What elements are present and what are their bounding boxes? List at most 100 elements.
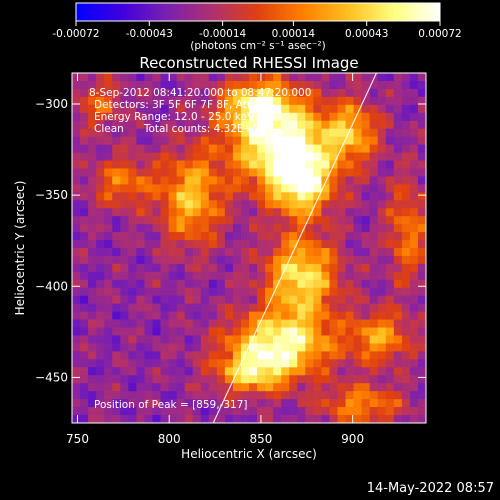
- heatmap-cell: [281, 359, 290, 368]
- heatmap-cell: [257, 112, 266, 122]
- heatmap-cell: [144, 96, 154, 106]
- heatmap-cell: [369, 279, 379, 289]
- heatmap-cell: [128, 295, 137, 305]
- heatmap-cell: [297, 287, 306, 297]
- heatmap-cell: [240, 263, 250, 273]
- heatmap-cell: [128, 88, 137, 98]
- heatmap-cell: [265, 399, 274, 408]
- heatmap-cell: [273, 136, 282, 146]
- heatmap-cell: [88, 295, 97, 305]
- heatmap-cell: [144, 319, 154, 329]
- heatmap-cell: [200, 327, 210, 337]
- heatmap-cell: [337, 311, 347, 321]
- heatmap-cell: [401, 224, 411, 233]
- heatmap-cell: [88, 343, 97, 352]
- heatmap-cell: [257, 240, 266, 249]
- heatmap-cell: [249, 120, 258, 130]
- heatmap-cell: [128, 208, 137, 217]
- heatmap-cell: [88, 279, 97, 289]
- heatmap-cell: [417, 128, 426, 138]
- heatmap-cell: [249, 367, 258, 376]
- heatmap-cell: [313, 232, 323, 241]
- heatmap-cell: [281, 224, 290, 233]
- heatmap-cell: [281, 287, 290, 297]
- heatmap-cell: [361, 224, 371, 233]
- heatmap-cell: [112, 176, 121, 185]
- heatmap-cell: [329, 224, 339, 233]
- heatmap-cell: [281, 375, 290, 384]
- heatmap-cell: [128, 144, 137, 154]
- heatmap-cell: [160, 184, 170, 193]
- heatmap-cell: [321, 279, 331, 289]
- heatmap-cell: [200, 319, 210, 329]
- heatmap-cell: [240, 224, 250, 233]
- heatmap-cell: [297, 96, 306, 106]
- heatmap-cell: [88, 104, 97, 114]
- heatmap-cell: [297, 120, 306, 130]
- heatmap-cell: [409, 80, 419, 90]
- heatmap-cell: [96, 343, 105, 352]
- heatmap-cell: [361, 255, 371, 265]
- heatmap-cell: [353, 271, 363, 281]
- heatmap-cell: [265, 303, 274, 313]
- heatmap-cell: [240, 200, 250, 209]
- heatmap-cell: [305, 255, 314, 265]
- heatmap-cell: [120, 319, 129, 329]
- heatmap-cell: [224, 232, 234, 241]
- heatmap-cell: [72, 255, 81, 265]
- heatmap-cell: [305, 144, 314, 154]
- heatmap-cell: [393, 176, 403, 185]
- heatmap-cell: [160, 383, 170, 392]
- heatmap-cell: [128, 335, 137, 345]
- heatmap-cell: [257, 168, 266, 177]
- heatmap-cell: [257, 319, 266, 329]
- heatmap-cell: [112, 311, 121, 321]
- heatmap-cell: [208, 136, 218, 146]
- heatmap-cell: [329, 184, 339, 193]
- heatmap-cell: [321, 80, 331, 90]
- heatmap-cell: [409, 120, 419, 130]
- heatmap-cell: [104, 383, 113, 392]
- heatmap-cell: [409, 351, 419, 360]
- heatmap-cell: [393, 295, 403, 305]
- heatmap-cell: [297, 216, 306, 225]
- heatmap-cell: [273, 351, 282, 360]
- heatmap-cell: [112, 88, 121, 98]
- heatmap-cell: [369, 327, 379, 337]
- heatmap-cell: [80, 192, 89, 201]
- chart-title: Reconstructed RHESSI Image: [139, 54, 358, 72]
- heatmap-cell: [257, 399, 266, 408]
- heatmap-cell: [168, 96, 178, 106]
- heatmap-cell: [409, 311, 419, 321]
- heatmap-cell: [128, 80, 137, 90]
- heatmap-cell: [136, 415, 146, 423]
- heatmap-cell: [200, 407, 210, 416]
- heatmap-cell: [337, 232, 347, 241]
- heatmap-cell: [385, 184, 395, 193]
- heatmap-cell: [393, 399, 403, 408]
- axis-ticks: 750 800 850 900−300−350−400−450: [35, 73, 426, 446]
- heatmap-cell: [281, 192, 290, 201]
- heatmap-cell: [104, 255, 113, 265]
- heatmap-cell: [240, 335, 250, 345]
- heatmap-cell: [104, 303, 113, 313]
- heatmap-cell: [152, 311, 162, 321]
- heatmap-cell: [337, 80, 347, 90]
- heatmap-cell: [321, 152, 331, 162]
- heatmap-cell: [321, 351, 331, 360]
- heatmap-cell: [200, 303, 210, 313]
- heatmap-cell: [297, 248, 306, 257]
- heatmap-cell: [353, 248, 363, 257]
- heatmap-cell: [184, 407, 194, 416]
- heatmap-cell: [208, 144, 218, 154]
- heatmap-cell: [393, 88, 403, 98]
- heatmap-cell: [216, 295, 226, 305]
- heatmap-cell: [144, 73, 154, 82]
- heatmap-cell: [329, 311, 339, 321]
- heatmap-cell: [353, 80, 363, 90]
- heatmap-cell: [128, 120, 137, 130]
- heatmap-cell: [329, 343, 339, 352]
- heatmap-cell: [176, 96, 186, 106]
- heatmap-cell: [417, 335, 426, 345]
- heatmap-cell: [393, 152, 403, 162]
